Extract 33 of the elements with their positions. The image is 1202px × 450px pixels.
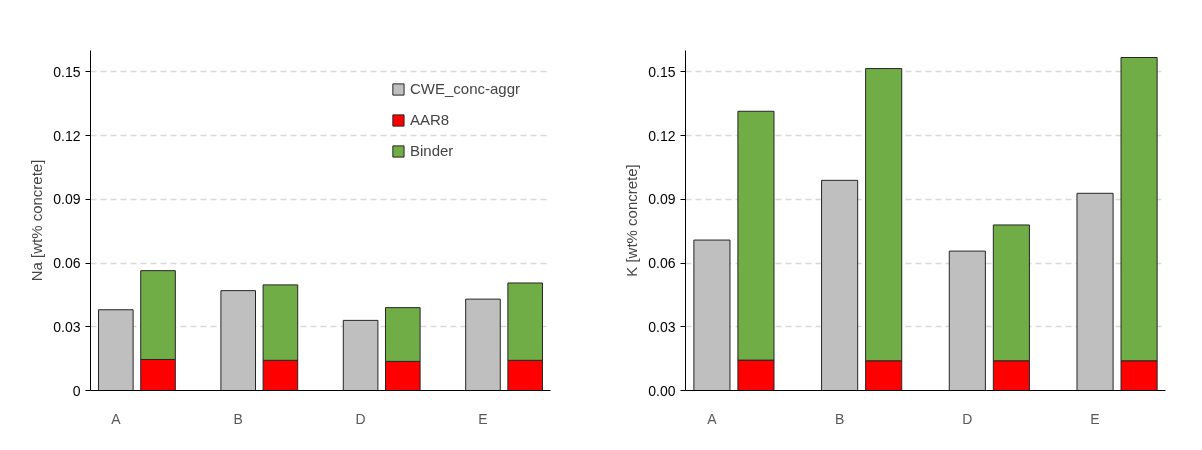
x-tick-label: B bbox=[233, 410, 243, 427]
y-tick-label: 0.09 bbox=[53, 191, 81, 208]
legend-label: CWE_conc-aggr bbox=[409, 80, 520, 97]
x-tick-label: B bbox=[834, 410, 845, 427]
x-tick-label: E bbox=[1090, 410, 1100, 427]
bar bbox=[1076, 192, 1114, 391]
y-tick-label: 0.09 bbox=[648, 191, 676, 208]
bar bbox=[693, 239, 731, 391]
y-tick-label: 0.06 bbox=[648, 255, 676, 271]
y-axis-title: Na [wt% concrete] bbox=[28, 159, 46, 282]
bar bbox=[98, 309, 134, 391]
y-tick-label: 0.12 bbox=[53, 127, 81, 144]
x-tick-label: D bbox=[355, 410, 366, 427]
x-tick-label: E bbox=[478, 410, 488, 427]
y-axis-title: K [wt% concrete] bbox=[623, 164, 641, 277]
bar bbox=[342, 319, 379, 391]
y-tick-label: 0.06 bbox=[53, 255, 81, 271]
y-tick-label: 0 bbox=[72, 382, 81, 399]
x-tick-label: D bbox=[962, 410, 973, 427]
bar bbox=[948, 250, 986, 391]
x-tick-label: A bbox=[111, 410, 122, 427]
y-tick-label: 0.15 bbox=[648, 63, 676, 80]
bar bbox=[821, 179, 859, 391]
y-tick-label: 0.03 bbox=[648, 318, 676, 335]
bar bbox=[220, 290, 257, 391]
legend-label: Binder bbox=[409, 142, 454, 159]
legend-label: AAR8 bbox=[409, 111, 450, 128]
y-tick-label: 0.00 bbox=[648, 382, 676, 399]
y-tick-label: 0.12 bbox=[648, 127, 676, 144]
y-tick-label: 0.15 bbox=[53, 63, 81, 80]
y-tick-label: 0.03 bbox=[53, 318, 81, 335]
bar bbox=[465, 298, 501, 391]
x-tick-label: A bbox=[707, 410, 718, 427]
